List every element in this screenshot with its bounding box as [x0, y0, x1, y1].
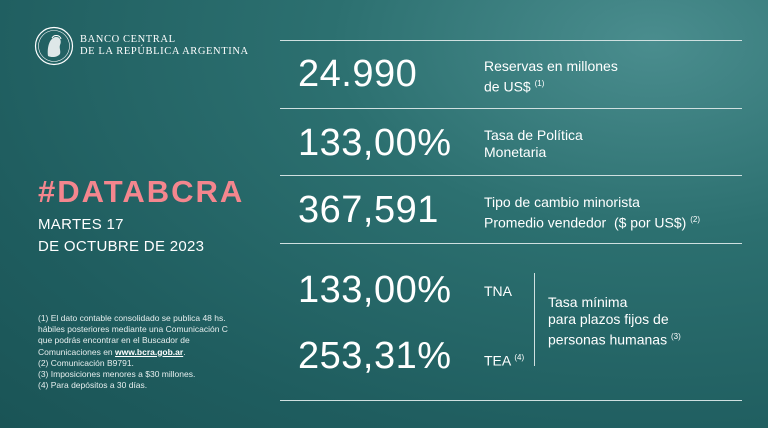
bank-name: BANCO CENTRAL DE LA REPÚBLICA ARGENTINA: [80, 34, 249, 58]
footnote-3: (3) Imposiciones menores a $30 millones.: [38, 369, 196, 380]
reserves-label: Reservas en millones de US$ (1): [484, 58, 618, 96]
date-line2: DE OCTUBRE DE 2023: [38, 238, 205, 255]
footnote-1b: hábiles posteriores mediante una Comunic…: [38, 324, 228, 335]
fixed-term-line2: para plazos fijos de: [548, 311, 669, 327]
exchange-rate-note: (2): [690, 215, 700, 224]
divider-top: [280, 40, 742, 41]
footnotes: (1) El dato contable consolidado se publ…: [38, 313, 268, 391]
footnote-2: (2) Comunicación B9791.: [38, 357, 134, 368]
reserves-label-line2: de US$ (1): [484, 75, 618, 96]
footnote-1a: (1) El dato contable consolidado se publ…: [38, 313, 226, 323]
bcra-logo: BANCO CENTRAL DE LA REPÚBLICA ARGENTINA: [34, 26, 249, 66]
footnote-1c: que podrás encontrar en el Buscador de: [38, 335, 190, 346]
divider-bottom: [280, 400, 742, 401]
exchange-rate-label-line2-text: Promedio vendedor ($ por US$): [484, 214, 687, 231]
tea-value: 253,31%: [298, 335, 452, 377]
date: MARTES 17 DE OCTUBRE DE 2023: [38, 214, 204, 258]
page-title: #DATABCRA: [38, 174, 245, 209]
fixed-term-divider: [534, 273, 535, 366]
exchange-rate-label: Tipo de cambio minorista Promedio vended…: [484, 194, 700, 232]
exchange-rate-label-line1: Tipo de cambio minorista: [484, 194, 640, 210]
fixed-term-line1: Tasa mínima: [548, 294, 628, 310]
tea-label-text: TEA: [484, 352, 511, 369]
tna-value: 133,00%: [298, 269, 452, 311]
policy-rate-label: Tasa de Política Monetaria: [484, 127, 583, 161]
policy-rate-label-line2: Monetaria: [484, 144, 547, 160]
reserves-note: (1): [534, 79, 545, 88]
footnote-1d-end: .: [183, 346, 186, 357]
footnote-1d: Comunicaciones en www.bcra.gob.ar.: [38, 347, 268, 358]
divider-2: [280, 175, 742, 176]
fixed-term-label: Tasa mínima para plazos fijos de persona…: [548, 294, 681, 349]
footnote-1d-text: Comunicaciones en: [38, 346, 113, 357]
bank-name-line2: DE LA REPÚBLICA ARGENTINA: [80, 46, 249, 57]
tna-label: TNA: [484, 283, 512, 299]
reserves-label-line2-text: de US$: [484, 78, 531, 95]
fixed-term-line3-text: personas humanas: [548, 331, 668, 348]
bcra-link[interactable]: www.bcra.gob.ar: [115, 346, 184, 357]
exchange-rate-label-line2: Promedio vendedor ($ por US$) (2): [484, 211, 700, 232]
tea-label: TEA (4): [484, 349, 524, 370]
bcra-seal-icon: [34, 26, 74, 66]
policy-rate-value: 133,00%: [298, 122, 452, 164]
fixed-term-note: (3): [670, 332, 681, 341]
date-line1: MARTES 17: [38, 216, 124, 233]
exchange-rate-value: 367,591: [298, 189, 439, 231]
policy-rate-label-line1: Tasa de Política: [484, 127, 583, 143]
bank-name-line1: BANCO CENTRAL: [80, 34, 176, 45]
reserves-value: 24.990: [298, 53, 418, 95]
divider-1: [280, 108, 742, 109]
divider-3: [280, 243, 742, 244]
reserves-label-line1: Reservas en millones: [484, 58, 618, 74]
footnote-4: (4) Para depósitos a 30 días.: [38, 380, 148, 391]
tea-note: (4): [514, 353, 525, 362]
fixed-term-line3: personas humanas (3): [548, 328, 681, 349]
